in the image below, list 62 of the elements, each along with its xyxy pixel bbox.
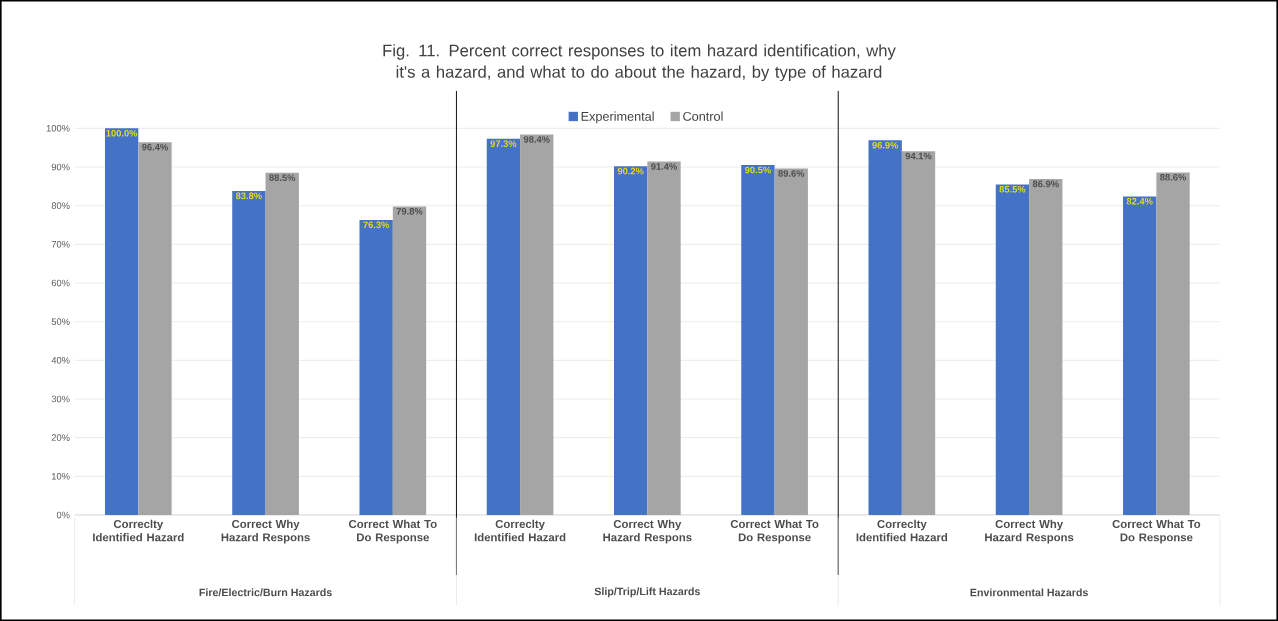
bar: [614, 166, 648, 515]
data-label: 94.1%: [905, 152, 932, 160]
bar: [232, 190, 266, 515]
data-label: 90.2%: [617, 167, 644, 175]
data-label: 88.5%: [269, 174, 296, 181]
bar: [741, 165, 775, 515]
data-label: 97.3%: [490, 140, 517, 147]
data-label: 82.4%: [1126, 197, 1153, 205]
legend-label: Control: [683, 111, 723, 121]
text: Environmental Hazards: [970, 588, 1088, 597]
y-tick-label: 40%: [51, 357, 70, 364]
bar: [104, 128, 139, 515]
bar: [520, 134, 554, 515]
data-label: 90.5%: [745, 166, 771, 174]
data-label: 76.3%: [363, 221, 390, 229]
bar: [647, 161, 681, 515]
x-tick-label: Correclty Identified Hazard: [93, 519, 184, 542]
x-tick-label: Correclty Identified Hazard: [474, 519, 566, 542]
text: Slip/Trip/Lift Hazards: [594, 587, 700, 598]
x-tick-label: Correct What To Do Response: [1112, 519, 1201, 544]
x-tick-label: Correct Why Hazard Respons: [221, 519, 310, 544]
bar: [1123, 196, 1157, 515]
bar: [901, 151, 936, 515]
text: Fire/Electric/Burn Hazards: [199, 588, 332, 597]
data-label: 98.4%: [523, 136, 550, 143]
data-label: 86.9%: [1032, 180, 1059, 188]
bar: [995, 184, 1030, 515]
y-tick-label: 80%: [51, 202, 70, 209]
x-tick-label: Correct What To Do Response: [349, 519, 437, 544]
bar: [138, 142, 172, 515]
bar: [392, 206, 427, 515]
x-tick-label: Correct What To Do Response: [730, 519, 819, 544]
data-label: 79.8%: [396, 208, 423, 215]
bar: [868, 140, 902, 515]
bar: [1029, 178, 1063, 515]
bar: [265, 172, 299, 515]
data-label: 96.4%: [142, 143, 168, 151]
y-tick-label: 10%: [52, 473, 70, 480]
data-label: 85.5%: [999, 186, 1026, 193]
data-label: 88.6%: [1160, 174, 1187, 181]
data-label: 96.9%: [872, 141, 899, 149]
bar: [774, 168, 808, 515]
bar: [1156, 172, 1190, 515]
legend-label: Experimental: [581, 111, 654, 124]
chart-title: Fig. 11. Percent correct responses to item hazard identification, why it's a hazard, and what to do about the hazard, by type of hazard: [383, 44, 896, 82]
data-label: 89.6%: [778, 170, 805, 177]
y-tick-label: 50%: [51, 318, 70, 325]
data-label: 100.0%: [106, 129, 138, 137]
bar: [359, 219, 393, 515]
y-tick-label: 60%: [51, 279, 70, 287]
y-tick-label: 70%: [51, 241, 70, 248]
y-tick-label: 30%: [51, 395, 70, 403]
y-tick-label: 20%: [51, 434, 70, 441]
y-tick-label: 100%: [46, 125, 70, 132]
x-tick-label: Correclty Identified Hazard: [856, 519, 948, 542]
data-label: 91.4%: [651, 163, 677, 170]
data-label: 83.8%: [235, 192, 262, 200]
y-tick-label: 90%: [51, 163, 70, 171]
y-tick-label: 0%: [56, 511, 70, 519]
x-tick-label: Correct Why Hazard Respons: [985, 519, 1074, 544]
bar: [486, 138, 521, 515]
x-tick-label: Correct Why Hazard Respons: [603, 519, 692, 544]
